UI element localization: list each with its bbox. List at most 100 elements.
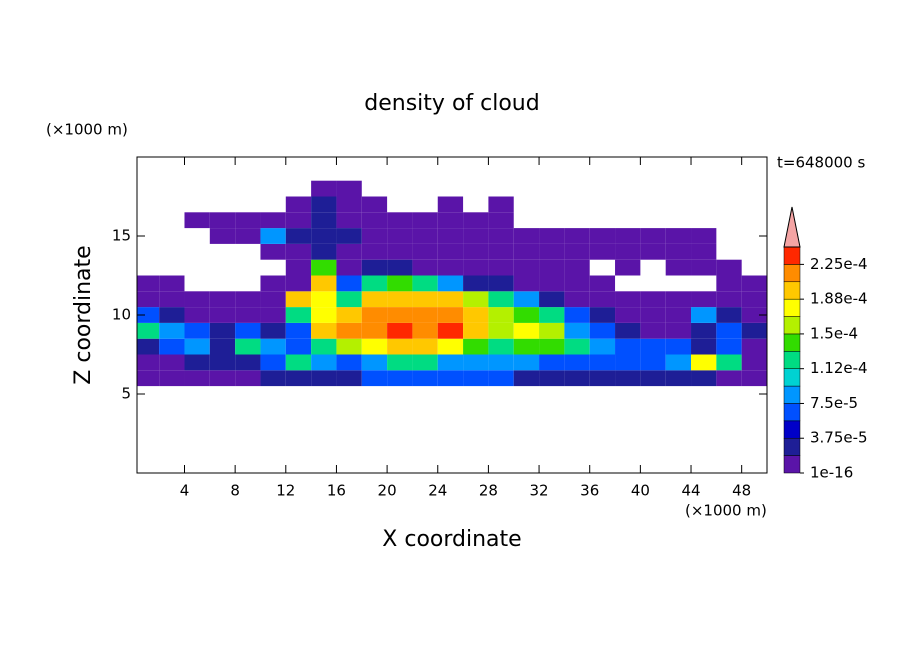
colorbar-band [783,298,801,317]
density-cell [361,275,388,292]
density-cell [260,307,286,323]
colorbar-tick-label: 1e-16 [810,464,853,482]
density-cell [159,291,185,308]
density-cell [285,259,312,276]
y-unit: (×1000 m) [46,121,128,139]
density-cell [589,307,616,323]
density-cell [437,243,464,260]
density-cell [564,354,590,371]
density-cell [159,322,185,339]
colorbar-extend [783,206,801,248]
density-cell [716,275,742,292]
density-cell [336,370,362,387]
density-cell [209,212,236,229]
density-cell [137,307,160,323]
density-cell [361,228,388,244]
density-cell [412,338,438,355]
x-tick-label: 32 [530,482,549,500]
density-cell [311,338,337,355]
x-tick-label: 36 [580,482,599,500]
colorbar-band [783,403,801,422]
density-cell [539,275,565,292]
density-cell [387,370,413,387]
density-cell [387,228,413,244]
density-cell [564,275,590,292]
density-cell [336,259,362,276]
density-cell [691,243,717,260]
density-cell [564,370,590,387]
density-cell [336,196,362,213]
density-cell [539,322,565,339]
density-cell [665,370,692,387]
density-cell [260,291,286,308]
density-cell [387,354,413,371]
density-cell [285,196,312,213]
density-cell [589,275,616,292]
density-cell [285,243,312,260]
density-cell [640,243,666,260]
density-cell [311,180,337,197]
density-cell [589,291,616,308]
density-cell [285,212,312,229]
density-cell [488,307,514,323]
density-cell [361,212,388,229]
density-cell [513,243,540,260]
density-cell [412,275,438,292]
density-cell [285,354,312,371]
density-cell [691,354,717,371]
density-cell [437,322,464,339]
density-cell [539,228,565,244]
density-cell [235,307,261,323]
density-cell [311,196,337,213]
density-cell [539,307,565,323]
density-cell [387,212,413,229]
density-cell [235,291,261,308]
density-cell [615,338,641,355]
density-cell [539,370,565,387]
density-cell [513,338,540,355]
density-cell [285,338,312,355]
density-cell [361,322,388,339]
density-cell [361,370,388,387]
density-cell [235,322,261,339]
density-cell [412,291,438,308]
density-cell [716,354,742,371]
density-cell [361,243,388,260]
density-cell [412,243,438,260]
density-cell [361,354,388,371]
density-cell [539,338,565,355]
density-cell [437,212,464,229]
density-cell [589,228,616,244]
density-cell [387,307,413,323]
density-cell [184,322,210,339]
density-cell [235,212,261,229]
density-cell [260,243,286,260]
density-cell [640,307,666,323]
density-cell [437,291,464,308]
density-cell [137,291,160,308]
density-cell [336,212,362,229]
density-cell [209,307,236,323]
density-cell [564,322,590,339]
density-cell [539,243,565,260]
density-cell [311,291,337,308]
colorbar-band [783,420,801,439]
density-cell [285,370,312,387]
density-cell [387,259,413,276]
x-tick-label: 44 [681,482,700,500]
density-cell [589,354,616,371]
density-cell [285,228,312,244]
y-tick-label: 10 [112,306,131,324]
density-cell [184,307,210,323]
density-cell [412,307,438,323]
density-cell [488,228,514,244]
density-cell [741,338,767,355]
density-cell [665,354,692,371]
colorbar-tick-label: 2.25e-4 [810,255,868,273]
density-cell [513,291,540,308]
density-cell [209,291,236,308]
density-cell [615,354,641,371]
colorbar-band [783,264,801,283]
density-cell [137,338,160,355]
density-cell [513,275,540,292]
